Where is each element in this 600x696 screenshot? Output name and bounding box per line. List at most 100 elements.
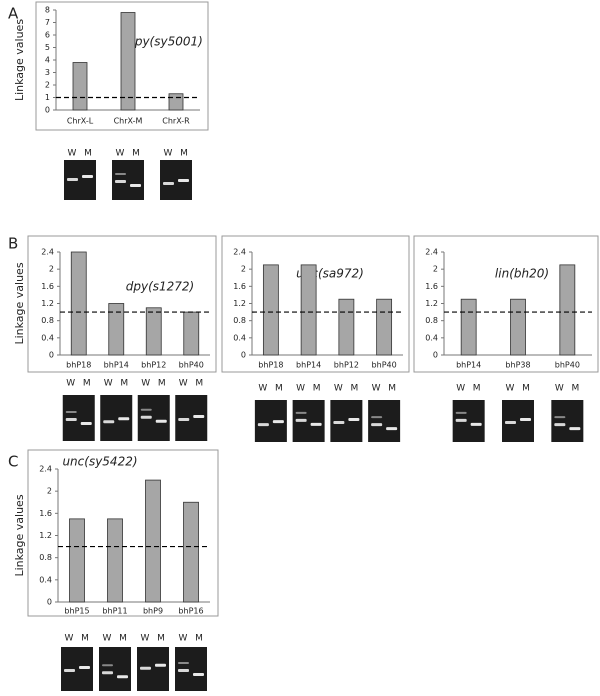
y-tick-label: 2.4 xyxy=(233,248,246,257)
y-tick-label: 0.4 xyxy=(425,333,438,342)
y-tick-label: 0 xyxy=(45,106,50,115)
gel-band xyxy=(371,423,383,427)
y-tick-label: 0.4 xyxy=(41,333,54,342)
gel-band xyxy=(295,418,307,422)
y-tick-label: 1.6 xyxy=(233,282,246,291)
bar xyxy=(262,264,279,356)
y-tick-label: 0.8 xyxy=(425,316,438,325)
gel-lane-label: W xyxy=(104,379,113,389)
x-tick-label: bhP38 xyxy=(505,361,530,370)
gel-lane-label: M xyxy=(119,634,127,644)
gel-band xyxy=(295,411,307,414)
x-tick-label: bhP9 xyxy=(143,607,163,616)
gel-band xyxy=(193,673,204,676)
bar xyxy=(168,93,184,111)
gel-band xyxy=(65,411,77,413)
gel-lane-label: M xyxy=(473,384,481,394)
y-tick-label: 2 xyxy=(433,265,438,274)
gel-band xyxy=(178,418,190,421)
x-tick-label: ChrX-R xyxy=(162,117,190,126)
gel-band xyxy=(115,173,126,175)
gel-band xyxy=(554,423,566,427)
y-axis-label: Linkage values xyxy=(13,19,26,101)
bar xyxy=(338,298,355,356)
gel-lane-label: M xyxy=(180,149,188,159)
gel-image xyxy=(368,400,401,442)
gel-lane-label: M xyxy=(195,379,203,389)
y-tick-label: 1.6 xyxy=(39,509,52,518)
gel-lane-label: W xyxy=(66,379,75,389)
chart-title: lin(bh20) xyxy=(495,267,549,281)
y-axis-label: Linkage values xyxy=(13,494,26,576)
bar xyxy=(376,298,393,356)
gel-lane-label: M xyxy=(275,384,283,394)
gel-lane-label: W xyxy=(506,384,515,394)
gel-band xyxy=(569,427,581,431)
y-tick-label: 0 xyxy=(49,351,54,360)
x-tick-label: bhP40 xyxy=(372,361,397,370)
gel-lane-label: W xyxy=(141,379,150,389)
x-tick-label: ChrX-L xyxy=(67,117,94,126)
gel-band xyxy=(554,416,566,419)
gel-band xyxy=(155,419,167,423)
y-tick-label: 2 xyxy=(47,487,52,496)
gel-band xyxy=(140,408,152,411)
y-tick-label: 3 xyxy=(45,68,50,77)
gel-band xyxy=(140,415,152,419)
gel-lane-label: W xyxy=(296,384,305,394)
y-tick-label: 1.2 xyxy=(39,531,52,540)
y-tick-label: 0.8 xyxy=(39,553,52,562)
gel-band xyxy=(130,184,141,187)
chart-frame xyxy=(27,235,217,373)
gel-lane-label: W xyxy=(116,149,125,159)
gel-band xyxy=(178,662,189,664)
gel-band xyxy=(163,182,174,185)
y-axis-label: Linkage values xyxy=(13,262,26,344)
gel-lane-label: M xyxy=(81,634,89,644)
chart-frame xyxy=(221,235,410,373)
gel-lane-label: W xyxy=(258,384,267,394)
gel-band xyxy=(64,669,75,672)
gel-band xyxy=(140,666,151,670)
y-tick-label: 5 xyxy=(45,43,50,52)
y-tick-label: 0 xyxy=(241,351,246,360)
bar xyxy=(559,264,576,356)
y-tick-label: 0.8 xyxy=(41,316,54,325)
y-tick-label: 2.4 xyxy=(425,248,438,257)
gel-image xyxy=(99,647,131,691)
gel-lane-label: M xyxy=(158,379,166,389)
y-tick-label: 1.2 xyxy=(425,299,438,308)
gel-band xyxy=(455,411,467,414)
gel-lane-label: W xyxy=(372,384,381,394)
x-tick-label: bhP12 xyxy=(334,361,359,370)
gel-band xyxy=(178,669,189,672)
x-tick-label: bhP14 xyxy=(456,361,481,370)
gel-lane-label: M xyxy=(157,634,165,644)
chart-title: unc(sy5422) xyxy=(62,455,137,469)
gel-band xyxy=(79,666,90,669)
y-tick-label: 0.4 xyxy=(39,575,52,584)
y-tick-label: 1 xyxy=(45,93,50,102)
chart-title: dpy(s1272) xyxy=(126,280,195,294)
gel-band xyxy=(82,175,93,178)
bar xyxy=(183,311,200,356)
chart-frame xyxy=(35,1,209,131)
bar xyxy=(120,12,136,111)
y-tick-label: 4 xyxy=(45,56,50,65)
bar xyxy=(145,307,162,356)
x-tick-label: bhP40 xyxy=(179,361,204,370)
panel-label: C xyxy=(8,453,18,471)
y-tick-label: 1.6 xyxy=(425,282,438,291)
gel-lane-label: M xyxy=(83,379,91,389)
gel-band xyxy=(103,420,115,424)
x-tick-label: bhP16 xyxy=(178,607,203,616)
gel-band xyxy=(257,423,269,427)
bar xyxy=(70,251,87,356)
gel-band xyxy=(80,422,92,425)
gel-band xyxy=(455,418,467,422)
y-tick-label: 2 xyxy=(45,81,50,90)
gel-band xyxy=(178,179,189,182)
gel-lane-label: W xyxy=(65,634,74,644)
x-tick-label: bhP14 xyxy=(296,361,321,370)
